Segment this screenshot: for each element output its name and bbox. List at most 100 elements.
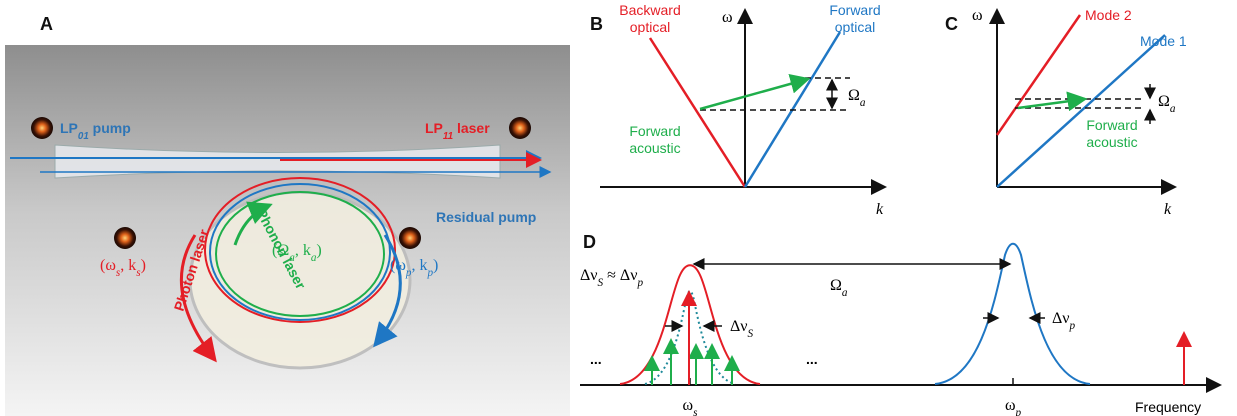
laser-label: LP11 laser: [425, 120, 490, 142]
mode-spot: [399, 227, 421, 249]
text-part: Δν: [730, 318, 748, 335]
panel-label: A: [40, 14, 53, 34]
panel-d: D ΔνS ≈ Δνp Ωa ΔνS Δνp ωs ωp ... ... Fre…: [580, 232, 1222, 416]
mode-2-branch: [995, 14, 1082, 136]
text-part: (ω: [100, 257, 116, 274]
text-part: a: [289, 252, 295, 264]
backward-label: Backward optical: [619, 2, 680, 35]
text-part: ): [316, 242, 321, 259]
text-part: optical: [835, 19, 875, 35]
text-part: , k: [120, 257, 136, 274]
ring-red: [204, 177, 396, 323]
text-part: 11: [443, 131, 453, 142]
text-part: Δν: [1052, 310, 1070, 327]
omega-p: ωp: [1005, 397, 1022, 416]
text-part: (Ω: [272, 242, 289, 259]
ring-blue: [209, 183, 391, 321]
panel-label: D: [583, 232, 596, 252]
dnu-p: Δνp: [1052, 310, 1076, 332]
x-axis-label: Frequency: [1135, 399, 1201, 415]
ellipsis: ...: [590, 351, 602, 367]
text-part: , k: [295, 242, 311, 259]
mode-spot: [114, 227, 136, 249]
text-part: S: [748, 328, 754, 340]
stokes-mode: (ωs, ks): [100, 257, 146, 279]
linewidth-relation: ΔνS ≈ Δνp: [580, 267, 643, 289]
text-part: a: [311, 252, 317, 264]
panel-b: B ω k Backward optical Forward optical For…: [590, 2, 887, 218]
text-part: Δν: [580, 267, 598, 284]
text-part: s: [136, 267, 141, 279]
text-part: LP: [425, 120, 443, 136]
text-part: (ω: [390, 257, 406, 274]
text-part: p: [1069, 320, 1076, 332]
text-part: Forward: [629, 123, 680, 139]
mode-2-label: Mode 2: [1085, 7, 1132, 23]
text-part: Forward: [1086, 117, 1137, 133]
ellipsis: ...: [806, 351, 818, 367]
panel-a: A LP01 pump LP11 laser Residual pump Pho…: [5, 14, 570, 416]
text-part: p: [405, 267, 412, 279]
panel-label: B: [590, 14, 603, 34]
pump-line: [934, 242, 1091, 385]
ring-green: [215, 191, 385, 317]
text-part: ω: [1005, 397, 1016, 414]
text-part: acoustic: [1086, 134, 1137, 150]
acoustic-label: Forward acoustic: [1086, 117, 1137, 150]
stokes-line: [619, 264, 761, 385]
acoustic-arrow: [699, 74, 811, 111]
text-part: s: [693, 407, 698, 416]
panel-label: C: [945, 14, 958, 34]
pump-label: LP01 pump: [60, 120, 131, 142]
omega-a: Ωa: [1158, 93, 1176, 115]
text-part: ): [141, 257, 146, 274]
text-part: Ω: [1158, 93, 1170, 110]
photon-arrow: [179, 234, 217, 363]
text-part: laser: [453, 120, 490, 136]
mode-spot: [509, 117, 531, 139]
dnu-s: ΔνS: [730, 318, 754, 340]
acoustic-label: Forward acoustic: [629, 123, 680, 156]
text-part: a: [860, 97, 866, 109]
acoustic-arrow: [1017, 91, 1088, 112]
text-part: Backward: [619, 2, 680, 18]
text-part: , k: [411, 257, 427, 274]
text-part: acoustic: [629, 140, 680, 156]
text-part: S: [598, 277, 604, 289]
y-axis-label: ω: [972, 7, 983, 24]
text-part: a: [842, 287, 848, 299]
y-axis-label: ω: [722, 9, 733, 26]
forward-label: Forward optical: [829, 2, 880, 35]
x-axis-label: k: [876, 201, 884, 218]
text-part: p: [636, 277, 643, 289]
text-part: Ω: [848, 87, 860, 104]
omega-a: Ωa: [848, 87, 866, 109]
omega-a: Ωa: [830, 277, 848, 299]
phonon-arrow: [233, 201, 273, 246]
pump-arrow: [373, 234, 402, 348]
acoustic-mode: (Ωa, ka): [272, 242, 322, 264]
mode-1-branch: [996, 34, 1166, 188]
text-part: LP: [60, 120, 78, 136]
text-part: Forward: [829, 2, 880, 18]
text-part: ): [433, 257, 438, 274]
text-part: a: [1170, 103, 1176, 115]
mode-1-label: Mode 1: [1140, 33, 1187, 49]
text-part: s: [116, 267, 121, 279]
panel-c: C ω k Mode 2 Mode 1 Forward acoustic Ωa: [945, 7, 1187, 218]
text-part: 01: [78, 131, 89, 142]
text-part: p: [1014, 407, 1021, 416]
text-part: pump: [89, 120, 131, 136]
x-axis-label: k: [1164, 201, 1172, 218]
text-part: ≈ Δν: [603, 267, 637, 284]
omega-s: ωs: [683, 397, 699, 416]
text-part: Ω: [830, 277, 842, 294]
text-part: ω: [683, 397, 694, 414]
residual-label: Residual pump: [436, 209, 536, 225]
backward-branch: [648, 37, 747, 188]
text-part: p: [426, 267, 433, 279]
text-part: optical: [630, 19, 670, 35]
mode-spot: [31, 117, 53, 139]
pump-mode: (ωp, kp): [390, 257, 438, 279]
